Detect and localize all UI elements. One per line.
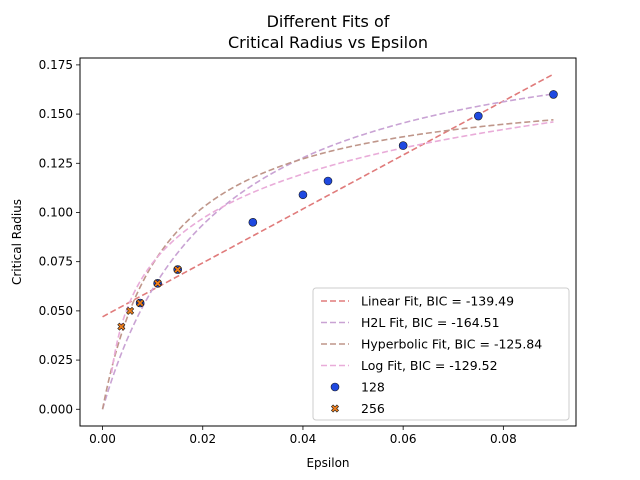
chart-title-line-2: Critical Radius vs Epsilon bbox=[228, 33, 428, 52]
data-point-256 bbox=[136, 298, 145, 308]
x-tick-label: 0.04 bbox=[290, 432, 317, 446]
y-tick-label: 0.025 bbox=[39, 353, 73, 367]
legend-label-series-128: 128 bbox=[361, 380, 385, 395]
y-tick-label: 0.175 bbox=[39, 58, 73, 72]
legend-marker-256 bbox=[330, 404, 340, 413]
legend-label-h2l: H2L Fit, BIC = -164.51 bbox=[361, 315, 500, 330]
data-point-256 bbox=[126, 306, 135, 315]
y-tick-label: 0.050 bbox=[39, 304, 73, 318]
data-point-128 bbox=[248, 218, 258, 227]
y-tick-label: 0.150 bbox=[39, 107, 73, 121]
data-point-256 bbox=[173, 265, 182, 274]
legend-label-series-256: 256 bbox=[361, 401, 385, 416]
x-axis-label: Epsilon bbox=[306, 456, 349, 470]
y-tick-label: 0.075 bbox=[39, 255, 73, 269]
y-tick-label: 0.125 bbox=[39, 156, 73, 170]
data-point-256 bbox=[153, 279, 162, 288]
legend-label-log: Log Fit, BIC = -129.52 bbox=[361, 358, 498, 373]
data-point-128 bbox=[323, 176, 333, 186]
y-tick-label: 0.000 bbox=[39, 402, 73, 416]
x-tick-label: 0.06 bbox=[390, 432, 417, 446]
fit-line-h2l bbox=[101, 93, 554, 410]
data-point-256 bbox=[117, 322, 126, 331]
data-point-128 bbox=[298, 190, 308, 200]
data-point-128 bbox=[549, 90, 558, 99]
x-tick-label: 0.00 bbox=[89, 432, 116, 446]
legend-label-linear: Linear Fit, BIC = -139.49 bbox=[361, 294, 514, 309]
axes-frame bbox=[79, 57, 577, 427]
x-tick-label: 0.08 bbox=[490, 432, 517, 446]
legend-box bbox=[312, 287, 570, 421]
axis-ticks: 0.00 0.02 0.04 0.06 0.08 0.000 0.025 0.050 0.075… bbox=[39, 57, 577, 446]
y-axis-label: Critical Radius bbox=[10, 199, 24, 285]
y-tick-label: 0.100 bbox=[39, 205, 73, 219]
legend-marker-128 bbox=[330, 382, 340, 392]
data-point-128 bbox=[398, 141, 408, 150]
plot-area bbox=[101, 73, 558, 410]
fit-line-log bbox=[110, 121, 554, 374]
legend: Linear Fit, BIC = -139.49 H2L Fit, BIC = … bbox=[312, 287, 570, 421]
data-point-128 bbox=[474, 111, 483, 121]
x-tick-label: 0.02 bbox=[189, 432, 216, 446]
legend-label-hyperbolic: Hyperbolic Fit, BIC = -125.84 bbox=[361, 337, 542, 352]
chart-title-line-1: Different Fits of bbox=[267, 12, 390, 31]
